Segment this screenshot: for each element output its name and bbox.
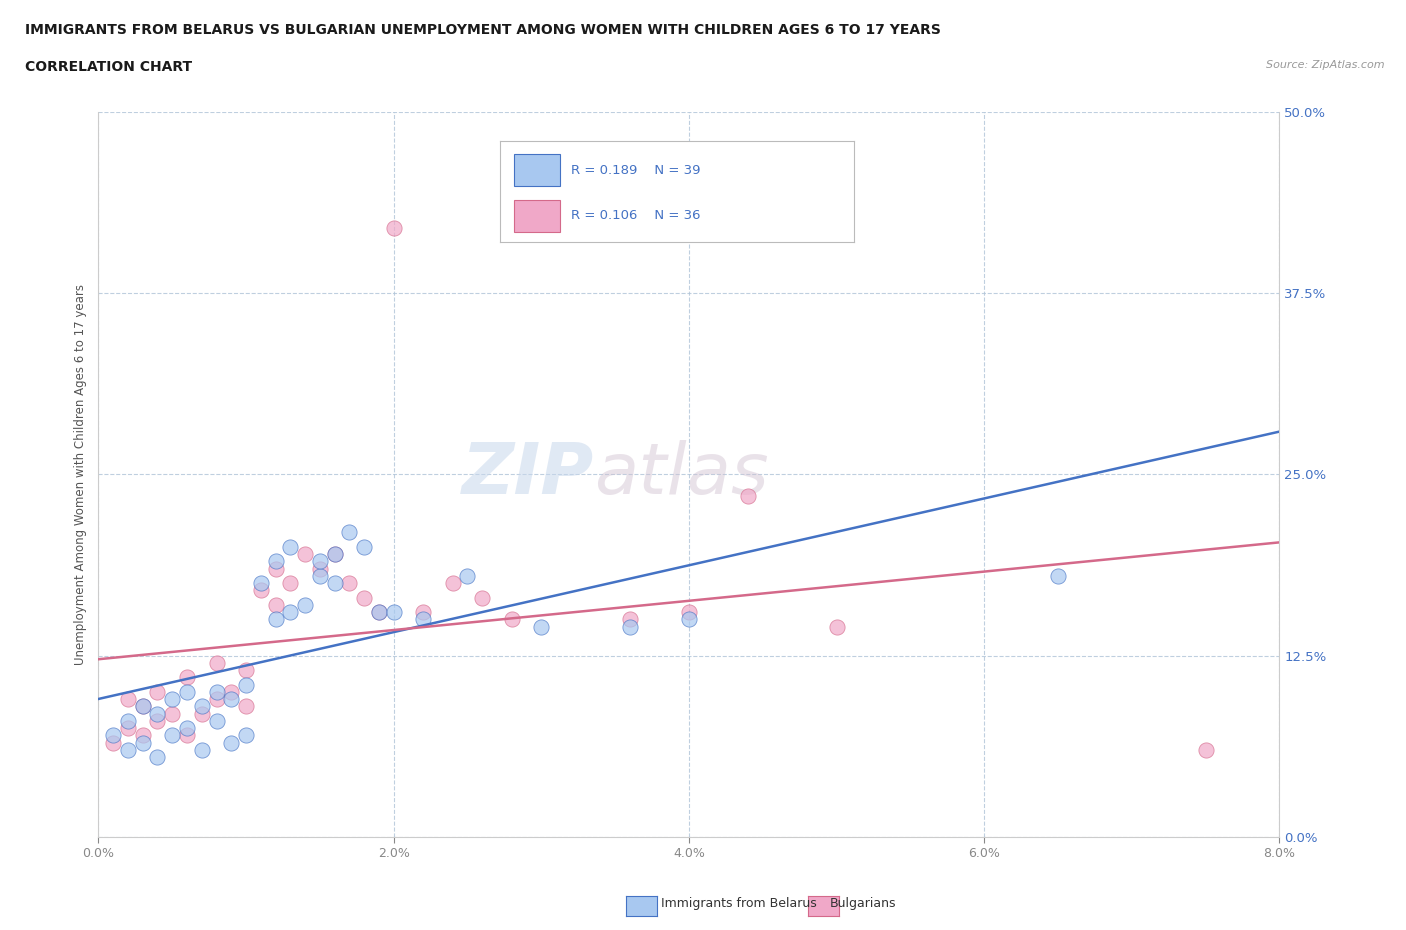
Point <box>176 670 198 684</box>
Point <box>176 721 198 736</box>
Point <box>205 713 228 728</box>
Point <box>146 750 169 764</box>
Text: ZIP: ZIP <box>463 440 595 509</box>
Point <box>367 604 389 619</box>
Point <box>1046 568 1069 583</box>
Point <box>264 561 287 576</box>
Point <box>264 554 287 569</box>
Point <box>501 612 523 627</box>
Point <box>132 699 155 714</box>
Point <box>337 576 360 591</box>
Y-axis label: Unemployment Among Women with Children Ages 6 to 17 years: Unemployment Among Women with Children A… <box>75 284 87 665</box>
Point <box>367 604 389 619</box>
Point <box>235 728 257 743</box>
Point <box>264 597 287 612</box>
Point <box>235 663 257 678</box>
Point <box>117 692 139 707</box>
Point <box>412 604 434 619</box>
Point <box>132 736 155 751</box>
Text: Bulgarians: Bulgarians <box>830 897 896 910</box>
Text: CORRELATION CHART: CORRELATION CHART <box>25 60 193 74</box>
Point <box>132 699 155 714</box>
Point <box>250 576 273 591</box>
Text: R = 0.106    N = 36: R = 0.106 N = 36 <box>571 209 700 222</box>
Point <box>191 742 214 757</box>
Bar <box>515 153 560 186</box>
Point <box>353 591 375 605</box>
Point <box>678 612 700 627</box>
Point <box>176 728 198 743</box>
Point <box>146 706 169 721</box>
Point <box>219 736 242 751</box>
Point <box>619 612 641 627</box>
Point <box>103 728 124 743</box>
Point <box>205 684 228 699</box>
Point <box>441 576 464 591</box>
Point <box>162 728 183 743</box>
Point <box>294 547 316 562</box>
Point <box>337 525 360 539</box>
Point <box>1194 742 1216 757</box>
Point <box>176 684 198 699</box>
Point <box>264 612 287 627</box>
Point <box>146 713 169 728</box>
Point <box>219 692 242 707</box>
Point <box>205 656 228 671</box>
Point <box>382 604 405 619</box>
Point <box>737 488 759 503</box>
Point <box>219 684 242 699</box>
Point <box>353 539 375 554</box>
Point <box>235 699 257 714</box>
Text: IMMIGRANTS FROM BELARUS VS BULGARIAN UNEMPLOYMENT AMONG WOMEN WITH CHILDREN AGES: IMMIGRANTS FROM BELARUS VS BULGARIAN UNE… <box>25 23 941 37</box>
Point <box>323 547 346 562</box>
Point <box>619 619 641 634</box>
Point <box>294 597 316 612</box>
Point <box>162 706 183 721</box>
Point <box>825 619 848 634</box>
Point <box>117 721 139 736</box>
Point <box>678 604 700 619</box>
Point <box>412 612 434 627</box>
Point <box>308 554 332 569</box>
Point <box>205 692 228 707</box>
Point <box>103 736 124 751</box>
Point <box>278 539 301 554</box>
Point <box>382 220 405 235</box>
Point <box>278 604 301 619</box>
Point <box>162 692 183 707</box>
Point <box>191 699 214 714</box>
Text: R = 0.189    N = 39: R = 0.189 N = 39 <box>571 164 700 177</box>
Point <box>308 561 332 576</box>
Text: atlas: atlas <box>595 440 769 509</box>
Point <box>191 706 214 721</box>
Point <box>146 684 169 699</box>
Point <box>117 742 139 757</box>
Point <box>456 568 478 583</box>
Bar <box>515 200 560 232</box>
Point <box>132 728 155 743</box>
Point <box>235 677 257 692</box>
Point <box>323 576 346 591</box>
Text: Source: ZipAtlas.com: Source: ZipAtlas.com <box>1267 60 1385 71</box>
Text: Immigrants from Belarus: Immigrants from Belarus <box>661 897 817 910</box>
Point <box>117 713 139 728</box>
Point <box>278 576 301 591</box>
Point <box>530 619 553 634</box>
Point <box>308 568 332 583</box>
Point <box>250 583 273 598</box>
Point <box>471 591 494 605</box>
Point <box>323 547 346 562</box>
